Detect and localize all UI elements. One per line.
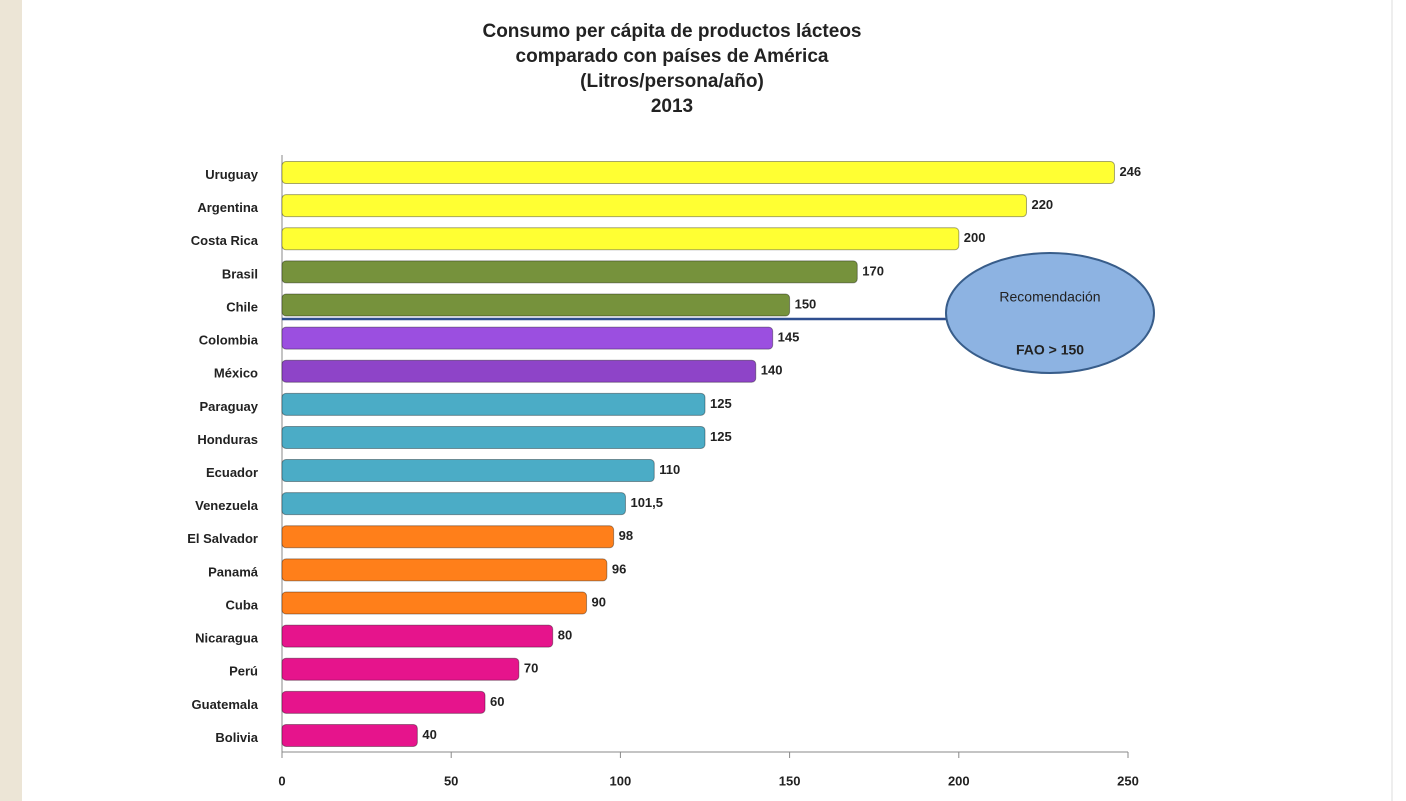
value-label: 140 xyxy=(761,363,783,378)
bar xyxy=(281,657,520,681)
chart-title: Consumo per cápita de productos lácteos xyxy=(482,21,861,42)
bar xyxy=(281,425,706,449)
value-label: 60 xyxy=(490,694,504,709)
y-tick-label: Honduras xyxy=(197,432,258,447)
bar xyxy=(281,359,757,383)
y-tick-label: El Salvador xyxy=(187,531,258,546)
side-strip xyxy=(0,0,22,801)
bar xyxy=(281,326,774,350)
value-label: 101,5 xyxy=(630,495,663,510)
value-label: 96 xyxy=(612,561,626,576)
bar xyxy=(281,558,608,582)
y-tick-label: Colombia xyxy=(199,333,259,348)
x-tick-label: 250 xyxy=(1117,773,1139,788)
chart-title: 2013 xyxy=(651,96,693,117)
annotation: Recomendación xyxy=(999,289,1100,305)
y-tick-label: Paraguay xyxy=(199,399,258,414)
annotation-bubble xyxy=(945,252,1155,374)
value-label: 80 xyxy=(558,628,572,643)
value-label: 125 xyxy=(710,396,732,411)
value-label: 98 xyxy=(619,528,633,543)
y-tick-label: Bolivia xyxy=(215,730,258,745)
value-label: 110 xyxy=(659,462,680,477)
y-tick-label: Argentina xyxy=(197,200,258,215)
y-tick-label: Chile xyxy=(226,299,258,314)
y-tick-label: Ecuador xyxy=(206,465,258,480)
bar xyxy=(281,161,1115,185)
y-tick-label: Venezuela xyxy=(195,498,259,513)
value-label: 246 xyxy=(1119,164,1141,179)
x-tick-label: 0 xyxy=(278,773,285,788)
y-tick-label: Guatemala xyxy=(192,697,259,712)
y-tick-label: Nicaragua xyxy=(195,631,259,646)
x-tick-label: 100 xyxy=(610,773,632,788)
value-label: 200 xyxy=(964,230,986,245)
x-tick-label: 200 xyxy=(948,773,970,788)
y-tick-label: México xyxy=(214,366,258,381)
value-label: 70 xyxy=(524,661,538,676)
bar xyxy=(281,392,706,416)
value-label: 145 xyxy=(778,330,800,345)
value-label: 40 xyxy=(422,727,436,742)
bar xyxy=(281,525,615,549)
bar xyxy=(281,227,960,251)
bar xyxy=(281,624,554,648)
bar xyxy=(281,690,486,714)
value-label: 220 xyxy=(1031,197,1053,212)
chart-title: (Litros/persona/año) xyxy=(580,71,764,92)
y-tick-label: Uruguay xyxy=(205,167,259,182)
annotation: FAO > 150 xyxy=(1016,342,1084,358)
bar xyxy=(281,260,858,284)
value-label: 150 xyxy=(795,296,817,311)
y-tick-label: Costa Rica xyxy=(191,233,259,248)
y-tick-label: Cuba xyxy=(226,597,259,612)
x-tick-label: 50 xyxy=(444,773,458,788)
bar xyxy=(281,293,791,317)
y-tick-label: Brasil xyxy=(222,266,258,281)
bar xyxy=(281,591,588,615)
y-tick-label: Panamá xyxy=(208,564,259,579)
value-label: 170 xyxy=(862,263,884,278)
y-tick-label: Perú xyxy=(229,664,258,679)
bar xyxy=(281,492,626,516)
bar xyxy=(281,723,418,747)
x-tick-label: 150 xyxy=(779,773,801,788)
bar xyxy=(281,459,655,483)
value-label: 125 xyxy=(710,429,732,444)
bar xyxy=(281,194,1027,218)
value-label: 90 xyxy=(592,594,606,609)
chart-title: comparado con países de América xyxy=(516,46,829,67)
